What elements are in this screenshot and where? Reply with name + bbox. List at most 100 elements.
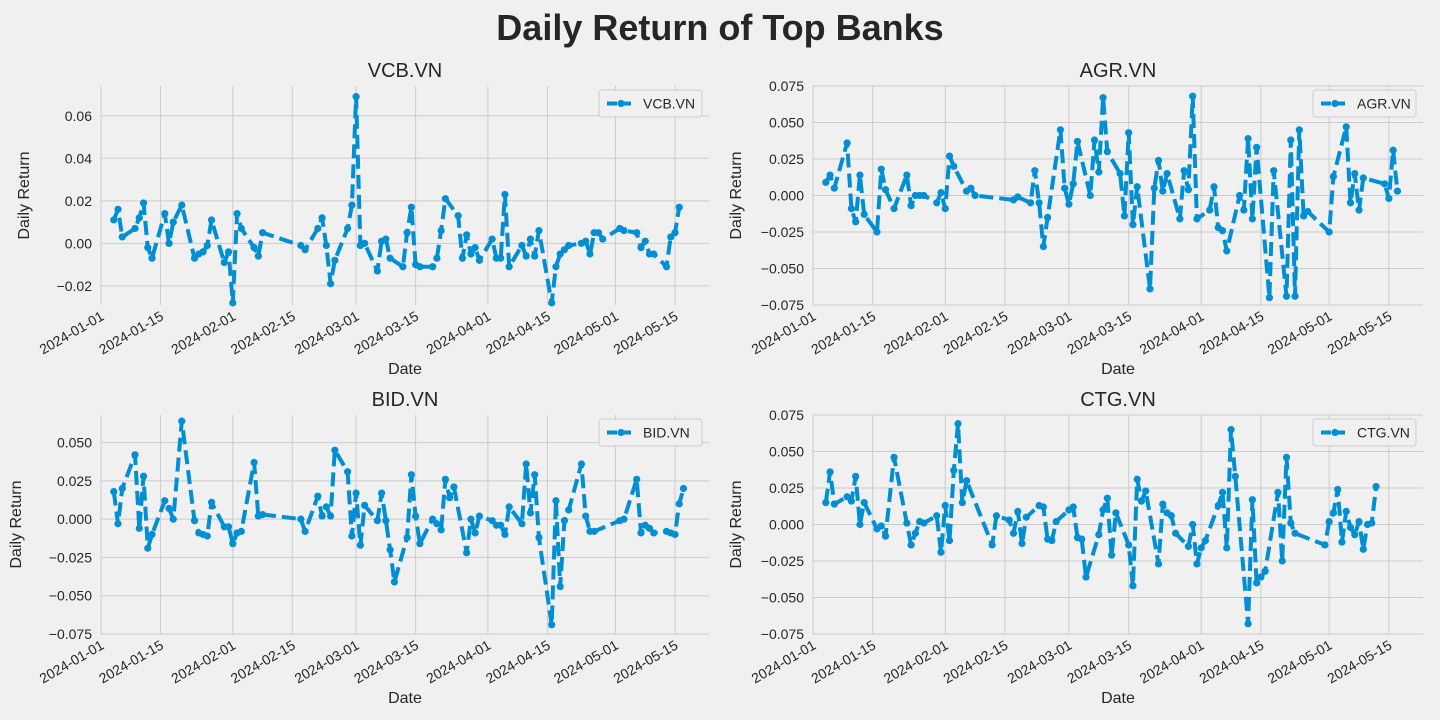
x-tick-label: 2024-04-15 <box>1196 308 1266 358</box>
x-axis-label: Date <box>388 361 422 378</box>
data-point <box>450 483 458 491</box>
data-point <box>318 512 326 520</box>
data-point <box>552 263 560 271</box>
data-point <box>1214 501 1222 510</box>
y-tick-label: −0.050 <box>49 588 92 604</box>
data-point <box>1014 193 1022 201</box>
data-point <box>662 263 671 271</box>
x-axis-label: Date <box>1101 361 1135 378</box>
data-point <box>148 254 156 262</box>
data-point <box>1184 542 1192 551</box>
data-point <box>637 529 645 537</box>
data-point <box>254 252 262 260</box>
data-point <box>920 191 928 200</box>
data-point <box>301 246 309 254</box>
data-point <box>1218 488 1227 496</box>
data-point <box>373 517 381 525</box>
data-point <box>937 548 945 556</box>
data-point <box>633 475 641 483</box>
data-point <box>237 224 245 233</box>
data-point <box>881 532 890 540</box>
x-tick-label: 2024-05-01 <box>551 308 621 358</box>
data-point <box>1287 136 1295 144</box>
data-point <box>1125 541 1133 549</box>
data-point <box>1282 453 1291 461</box>
y-tick-label: 0.000 <box>57 511 92 527</box>
x-tick-label: 2024-05-01 <box>1265 308 1335 358</box>
data-point <box>1052 517 1060 526</box>
legend-box <box>1312 89 1417 118</box>
y-tick-label: 0.050 <box>769 444 804 460</box>
data-point <box>144 243 152 252</box>
data-point <box>958 499 966 507</box>
data-point <box>1244 620 1252 628</box>
x-tick-label: 2024-01-01 <box>748 308 818 358</box>
data-point <box>301 527 309 535</box>
data-point <box>1342 123 1350 131</box>
data-point <box>190 517 199 525</box>
y-tick-label: 0.000 <box>769 188 804 204</box>
legend-label: VCB.VN <box>643 96 695 112</box>
y-tick-label: −0.075 <box>49 626 92 642</box>
data-point <box>501 530 509 539</box>
data-point <box>920 519 928 527</box>
data-point <box>522 252 530 260</box>
data-point <box>650 250 658 258</box>
data-point <box>356 541 364 549</box>
data-point <box>318 214 326 222</box>
data-point <box>161 497 169 505</box>
data-point <box>475 512 484 520</box>
data-point <box>1184 186 1192 194</box>
data-point <box>1078 535 1086 543</box>
data-point <box>118 484 126 493</box>
data-point <box>144 544 152 552</box>
data-point <box>348 532 356 540</box>
x-tick-label: 2024-03-15 <box>1064 308 1134 358</box>
y-axis-label: Daily Return <box>728 480 745 568</box>
data-point <box>1137 497 1146 505</box>
data-point <box>382 235 390 243</box>
y-axis-label: Daily Return <box>16 151 33 239</box>
data-point <box>433 520 441 528</box>
data-point <box>531 252 539 260</box>
data-point <box>454 212 462 220</box>
data-point <box>1133 475 1141 483</box>
data-point <box>352 489 360 497</box>
data-point <box>233 209 241 218</box>
x-tick-label: 2024-01-15 <box>808 308 878 358</box>
data-point <box>1154 156 1163 165</box>
data-point <box>114 520 122 528</box>
subplot-title: VCB.VN <box>368 60 442 82</box>
x-tick-label: 2024-03-15 <box>351 308 421 358</box>
data-point <box>322 241 330 250</box>
figure-title: Daily Return of Top Banks <box>496 7 943 48</box>
x-tick-label: 2024-02-01 <box>881 308 951 358</box>
legend-marker <box>617 99 625 108</box>
data-point <box>467 515 475 523</box>
legend: BID.VN <box>598 418 703 447</box>
data-point <box>505 503 513 511</box>
data-point <box>497 254 505 262</box>
x-tick-label: 2024-05-15 <box>610 308 680 358</box>
data-point <box>139 472 148 480</box>
data-point <box>907 202 915 210</box>
data-point <box>1265 294 1274 302</box>
data-point <box>518 241 526 250</box>
x-tick-label: 2024-01-01 <box>36 308 106 358</box>
data-point <box>1120 212 1128 220</box>
data-point <box>224 523 233 531</box>
data-point <box>1355 517 1363 526</box>
y-tick-label: 0.075 <box>769 78 804 94</box>
data-point <box>437 226 445 235</box>
series-line <box>111 419 686 627</box>
x-tick-label: 2024-02-15 <box>940 637 1010 687</box>
data-point <box>458 254 466 262</box>
data-point <box>399 263 407 271</box>
data-point <box>1180 167 1188 175</box>
data-point <box>582 512 590 520</box>
data-point <box>1090 136 1099 144</box>
data-point <box>165 504 173 513</box>
y-tick-label: 0.00 <box>65 235 92 251</box>
data-point <box>165 239 173 247</box>
data-point <box>1321 541 1329 549</box>
